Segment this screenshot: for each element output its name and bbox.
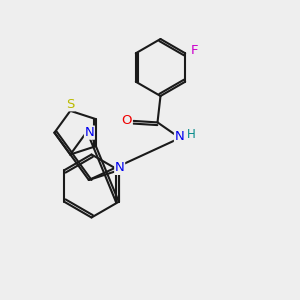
Text: S: S bbox=[66, 98, 74, 111]
Text: O: O bbox=[122, 113, 132, 127]
Text: N: N bbox=[115, 161, 124, 174]
Text: N: N bbox=[175, 130, 184, 143]
Text: H: H bbox=[187, 128, 196, 142]
Text: F: F bbox=[190, 44, 198, 57]
Text: N: N bbox=[85, 126, 94, 139]
